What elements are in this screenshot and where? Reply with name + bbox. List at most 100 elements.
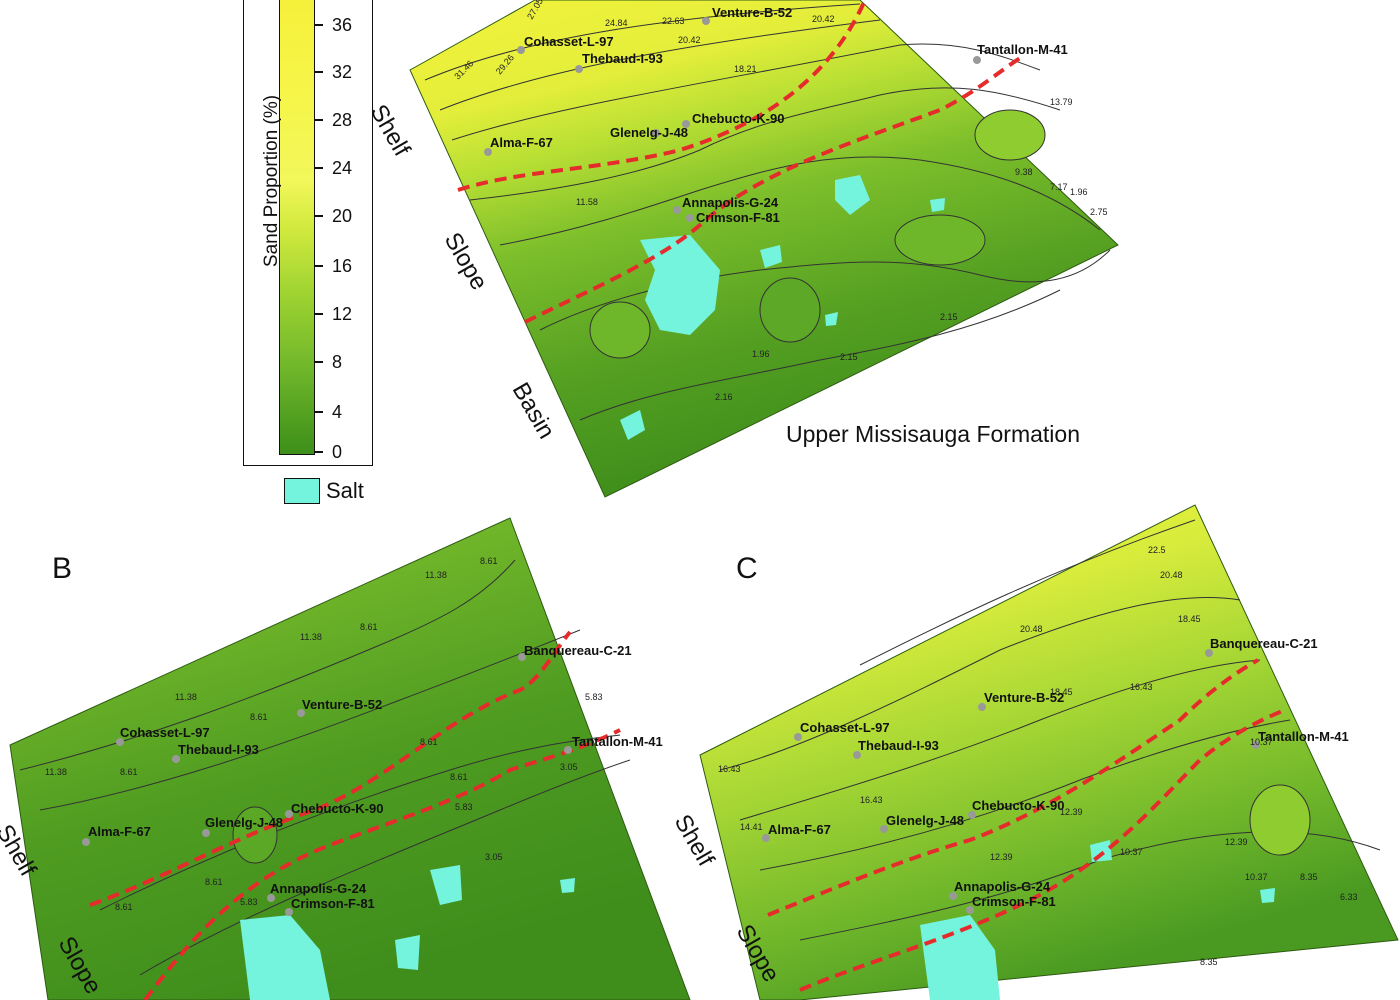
legend-tick-mark <box>315 24 323 26</box>
well-marker[interactable] <box>794 733 802 741</box>
legend-tick-mark <box>315 313 323 315</box>
salt-body <box>620 410 645 440</box>
well-marker[interactable] <box>517 46 525 54</box>
well-marker[interactable] <box>880 825 888 833</box>
well-marker[interactable] <box>1205 649 1213 657</box>
contour-label: 11.38 <box>45 767 67 777</box>
well-marker[interactable] <box>297 709 305 717</box>
panel-a-map <box>409 0 1119 498</box>
well-label[interactable]: Tantallon-M-41 <box>977 42 1068 57</box>
well-label[interactable]: Venture-B-52 <box>302 697 382 712</box>
contour-label: 12.39 <box>990 852 1013 862</box>
well-marker[interactable] <box>966 906 974 914</box>
salt-body <box>760 245 782 268</box>
well-label[interactable]: Alma-F-67 <box>768 822 831 837</box>
well-label[interactable]: Glenelg-J-48 <box>205 815 283 830</box>
contour-label: 20.42 <box>678 35 701 45</box>
well-label[interactable]: Venture-B-52 <box>984 690 1064 705</box>
well-label[interactable]: Thebaud-I-93 <box>178 742 259 757</box>
well-label[interactable]: Crimson-F-81 <box>972 894 1056 909</box>
well-marker[interactable] <box>968 811 976 819</box>
well-marker[interactable] <box>978 703 986 711</box>
well-marker[interactable] <box>652 129 660 137</box>
legend-tick-label: 20 <box>332 206 353 226</box>
well-label[interactable]: Chebucto-K-90 <box>972 798 1064 813</box>
contour-label: 3.05 <box>485 852 503 862</box>
contour-label: 1.96 <box>752 349 770 359</box>
legend-tick-label: 24 <box>332 158 353 178</box>
well-label[interactable]: Banquereau-C-21 <box>524 643 632 658</box>
well-marker[interactable] <box>762 834 770 842</box>
well-marker[interactable] <box>285 810 293 818</box>
contour-label: 20.48 <box>1020 624 1043 634</box>
contour-label: 1.96 <box>1070 187 1088 197</box>
panel-c-wells: Banquereau-C-21 Venture-B-52 Cohasset-L-… <box>762 636 1349 914</box>
well-marker[interactable] <box>686 214 694 222</box>
well-label[interactable]: Annapolis-G-24 <box>270 881 367 896</box>
salt-body <box>835 175 870 215</box>
slope-basin-boundary <box>799 708 1286 992</box>
well-marker[interactable] <box>202 829 210 837</box>
contour-label: 16.43 <box>860 795 883 805</box>
well-marker[interactable] <box>973 56 981 64</box>
well-marker[interactable] <box>172 755 180 763</box>
well-label[interactable]: Annapolis-G-24 <box>682 195 779 210</box>
well-label[interactable]: Thebaud-I-93 <box>582 51 663 66</box>
contour-label: 12.39 <box>1060 807 1083 817</box>
contour-line <box>439 19 881 111</box>
well-marker[interactable] <box>1252 741 1260 749</box>
well-marker[interactable] <box>484 148 492 156</box>
well-marker[interactable] <box>285 908 293 916</box>
well-label[interactable]: Cohasset-L-97 <box>524 34 614 49</box>
salt-legend-swatch <box>284 478 320 504</box>
well-label[interactable]: Tantallon-M-41 <box>572 734 663 749</box>
contour-closed <box>1249 784 1311 856</box>
contour-label: 2.15 <box>840 352 858 362</box>
legend-tick-label: 28 <box>332 110 353 130</box>
well-label[interactable]: Crimson-F-81 <box>696 210 780 225</box>
well-label[interactable]: Glenelg-J-48 <box>610 125 688 140</box>
panel-b-contour-labels: 11.38 8.61 11.38 8.61 11.38 8.61 8.61 8.… <box>45 556 603 912</box>
well-marker[interactable] <box>702 17 710 25</box>
well-label[interactable]: Glenelg-J-48 <box>886 813 964 828</box>
contour-line <box>759 719 1291 871</box>
well-label[interactable]: Venture-B-52 <box>712 5 792 20</box>
well-label[interactable]: Annapolis-G-24 <box>954 879 1051 894</box>
well-marker[interactable] <box>82 838 90 846</box>
legend-tick-label: 36 <box>332 15 353 35</box>
well-label[interactable]: Cohasset-L-97 <box>800 720 890 735</box>
well-label[interactable]: Crimson-F-81 <box>291 896 375 911</box>
well-label[interactable]: Tantallon-M-41 <box>1258 729 1349 744</box>
contour-label: 12.39 <box>1225 837 1248 847</box>
contour-label: 14.41 <box>740 822 763 832</box>
well-marker[interactable] <box>267 894 275 902</box>
well-label[interactable]: Alma-F-67 <box>490 135 553 150</box>
well-marker[interactable] <box>682 120 690 128</box>
well-marker[interactable] <box>949 892 957 900</box>
contour-label: 8.61 <box>115 902 133 912</box>
well-label[interactable]: Alma-F-67 <box>88 824 151 839</box>
contour-label: 11.38 <box>175 692 197 702</box>
well-marker[interactable] <box>575 65 583 73</box>
contour-line <box>99 734 621 911</box>
well-marker[interactable] <box>853 751 861 759</box>
contour-label: 8.61 <box>120 767 138 777</box>
contour-label: 8.61 <box>450 772 468 782</box>
well-marker[interactable] <box>518 653 526 661</box>
well-label[interactable]: Thebaud-I-93 <box>858 738 939 753</box>
well-marker[interactable] <box>116 738 124 746</box>
contour-line <box>539 249 1111 331</box>
well-label[interactable]: Banquereau-C-21 <box>1210 636 1318 651</box>
salt-body <box>930 198 945 212</box>
well-label[interactable]: Chebucto-K-90 <box>692 111 784 126</box>
shelf-slope-boundary <box>767 658 1259 917</box>
legend-tick-mark <box>315 411 323 413</box>
well-marker[interactable] <box>564 746 572 754</box>
well-label[interactable]: Cohasset-L-97 <box>120 725 210 740</box>
panel-c-map <box>699 504 1399 1000</box>
contour-line <box>579 289 1061 421</box>
well-label[interactable]: Chebucto-K-90 <box>291 801 383 816</box>
panel-a-caption: Upper Missisauga Formation <box>786 421 1081 447</box>
well-marker[interactable] <box>673 206 681 214</box>
